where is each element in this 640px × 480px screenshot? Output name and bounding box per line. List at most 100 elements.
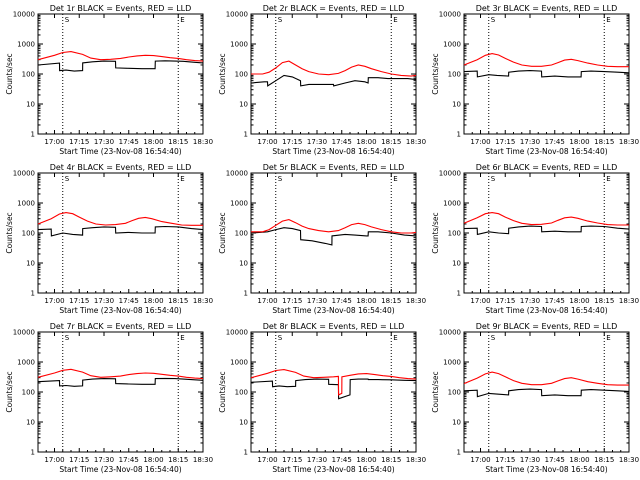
marker-label: S	[491, 16, 496, 24]
x-tick-label: 18:30	[193, 138, 213, 146]
y-axis-label: Counts/sec	[431, 371, 440, 412]
x-tick-label: 17:30	[94, 138, 114, 146]
marker-label: S	[278, 334, 283, 342]
y-tick-label: 10	[239, 101, 248, 109]
y-tick-label: 100	[22, 71, 35, 79]
marker-label: S	[278, 175, 283, 183]
panel-title: Det 5r BLACK = Events, RED = LLD	[263, 163, 405, 172]
y-tick-label: 10	[239, 260, 248, 268]
y-tick-label: 100	[235, 71, 248, 79]
y-tick-label: 1	[31, 449, 35, 457]
y-axis-label: Counts/sec	[218, 212, 227, 253]
x-tick-label: 17:15	[282, 138, 302, 146]
y-tick-label: 10	[26, 260, 35, 268]
x-tick-label: 18:00	[143, 138, 163, 146]
y-axis-label: Counts/sec	[218, 371, 227, 412]
marker-label: E	[180, 334, 184, 342]
x-tick-label: 17:30	[94, 456, 114, 464]
marker-label: E	[606, 16, 610, 24]
y-tick-label: 10	[452, 260, 461, 268]
y-tick-label: 1000	[17, 359, 35, 367]
x-tick-label: 17:30	[520, 456, 540, 464]
lld-series-line	[251, 60, 417, 77]
y-tick-label: 1000	[443, 200, 461, 208]
events-series-line	[37, 225, 204, 237]
marker-label: E	[393, 16, 397, 24]
x-tick-label: 18:15	[381, 456, 401, 464]
panel-8: Det 8r BLACK = Events, RED = LLD Start Ti…	[218, 322, 426, 474]
x-tick-label: 18:00	[356, 138, 376, 146]
lld-series-line	[37, 368, 204, 380]
lld-series-line	[250, 369, 417, 396]
x-tick-label: 18:30	[619, 138, 639, 146]
x-tick-label: 18:00	[569, 297, 589, 305]
y-tick-label: 100	[22, 389, 35, 397]
y-tick-label: 10000	[226, 329, 248, 337]
panel-title: Det 8r BLACK = Events, RED = LLD	[263, 322, 405, 331]
panel-5: Det 5r BLACK = Events, RED = LLD Start Ti…	[218, 163, 426, 315]
panel-title: Det 9r BLACK = Events, RED = LLD	[476, 322, 618, 331]
x-tick-label: 17:30	[307, 297, 327, 305]
lld-series-line	[463, 212, 629, 226]
x-tick-label: 18:00	[143, 456, 163, 464]
y-tick-label: 10000	[226, 11, 248, 19]
lld-series-line	[463, 371, 629, 386]
x-tick-label: 17:45	[545, 456, 565, 464]
y-tick-label: 1000	[230, 41, 248, 49]
x-axis-label: Start Time (23-Nov-08 16:54:40)	[272, 465, 394, 474]
y-tick-label: 1	[457, 131, 461, 139]
x-tick-label: 18:00	[569, 456, 589, 464]
y-tick-label: 1000	[230, 359, 248, 367]
x-tick-label: 18:30	[193, 456, 213, 464]
y-tick-label: 100	[22, 230, 35, 238]
x-tick-label: 17:45	[119, 456, 139, 464]
x-tick-label: 18:30	[406, 297, 426, 305]
x-tick-label: 17:15	[69, 456, 89, 464]
y-tick-label: 1	[244, 449, 248, 457]
y-tick-label: 100	[235, 389, 248, 397]
events-series-line	[37, 60, 204, 72]
panel-4: Det 4r BLACK = Events, RED = LLD Start Ti…	[5, 163, 213, 315]
x-tick-label: 18:00	[569, 138, 589, 146]
marker-label: S	[65, 175, 70, 183]
panel-title: Det 6r BLACK = Events, RED = LLD	[476, 163, 618, 172]
x-tick-label: 18:15	[168, 138, 188, 146]
x-tick-label: 17:00	[257, 297, 277, 305]
y-tick-label: 1000	[443, 41, 461, 49]
events-series-line	[250, 74, 417, 87]
marker-label: S	[491, 334, 496, 342]
lld-series-line	[463, 53, 629, 68]
x-axis-label: Start Time (23-Nov-08 16:54:40)	[59, 147, 181, 156]
x-tick-label: 17:00	[470, 456, 490, 464]
events-series-line	[250, 227, 417, 246]
y-tick-label: 10000	[13, 329, 35, 337]
y-axis-label: Counts/sec	[5, 371, 14, 412]
x-tick-label: 17:45	[332, 456, 352, 464]
y-tick-label: 100	[235, 230, 248, 238]
panel-3: Det 3r BLACK = Events, RED = LLD Start Ti…	[431, 4, 639, 156]
marker-label: E	[393, 175, 397, 183]
x-tick-label: 18:15	[168, 297, 188, 305]
x-tick-label: 18:30	[619, 456, 639, 464]
events-series-line	[463, 70, 630, 78]
marker-label: E	[606, 334, 610, 342]
x-tick-label: 17:45	[332, 297, 352, 305]
x-tick-label: 18:15	[594, 456, 614, 464]
x-tick-label: 17:15	[282, 297, 302, 305]
y-tick-label: 1	[244, 131, 248, 139]
x-axis-label: Start Time (23-Nov-08 16:54:40)	[272, 306, 394, 315]
panel-title: Det 1r BLACK = Events, RED = LLD	[50, 4, 192, 13]
marker-label: S	[65, 334, 70, 342]
x-axis-label: Start Time (23-Nov-08 16:54:40)	[485, 306, 607, 315]
x-tick-label: 18:00	[356, 456, 376, 464]
x-axis-label: Start Time (23-Nov-08 16:54:40)	[272, 147, 394, 156]
y-tick-label: 100	[448, 71, 461, 79]
y-axis-label: Counts/sec	[5, 53, 14, 94]
x-tick-label: 17:00	[44, 138, 64, 146]
y-tick-label: 1000	[17, 41, 35, 49]
panel-7: Det 7r BLACK = Events, RED = LLD Start Ti…	[5, 322, 213, 474]
x-tick-label: 17:15	[495, 456, 515, 464]
y-tick-label: 100	[448, 230, 461, 238]
x-tick-label: 17:00	[470, 138, 490, 146]
x-axis-label: Start Time (23-Nov-08 16:54:40)	[59, 306, 181, 315]
